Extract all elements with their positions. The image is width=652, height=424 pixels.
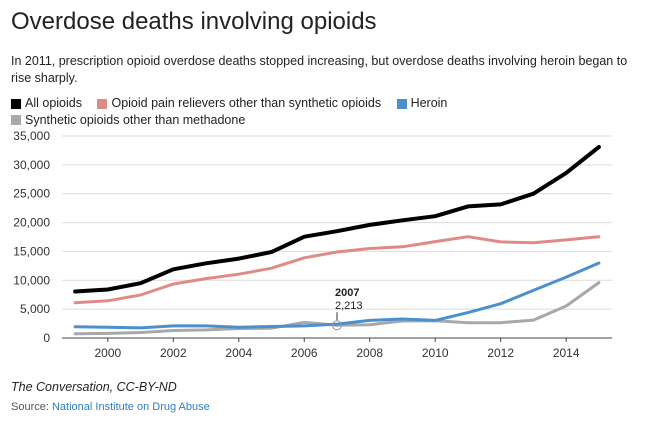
x-tick-label: 2014 xyxy=(553,346,580,360)
annotation-marker xyxy=(332,320,342,331)
x-tick-label: 2002 xyxy=(160,346,187,360)
chart-title: Overdose deaths involving opioids xyxy=(11,8,377,35)
annotation-year: 2007 xyxy=(335,287,359,299)
x-tick-label: 2006 xyxy=(291,346,318,360)
y-tick-label: 0 xyxy=(43,331,50,345)
legend-label-opioid-pain-relievers: Opioid pain relievers other than synthet… xyxy=(111,96,382,110)
y-tick-label: 5,000 xyxy=(20,302,50,316)
legend-swatch-synthetic-opioids xyxy=(11,115,21,125)
source-link[interactable]: National Institute on Drug Abuse xyxy=(51,401,210,413)
y-tick-label: 20,000 xyxy=(13,216,50,230)
credit-line: The Conversation, CC-BY-ND xyxy=(11,380,177,394)
y-tick-label: 35,000 xyxy=(13,129,50,143)
legend-swatch-all-opioids xyxy=(11,98,21,109)
x-tick-label: 2008 xyxy=(356,346,383,360)
legend-label-heroin: Heroin xyxy=(410,96,448,110)
series-line-opioid-pain-relievers-other-than-synthetic-opioids xyxy=(73,235,601,305)
x-tick-label: 2012 xyxy=(487,346,514,360)
x-tick-label: 2000 xyxy=(94,346,121,360)
legend: All opioids Opioid pain relievers other … xyxy=(11,96,641,129)
source-line: Source: National Institute on Drug Abuse xyxy=(11,401,210,413)
y-tick-label: 30,000 xyxy=(13,158,50,172)
legend-label-all-opioids: All opioids xyxy=(25,96,82,110)
series-line-heroin xyxy=(73,261,601,330)
y-tick-label: 10,000 xyxy=(13,273,50,287)
x-tick-label: 2004 xyxy=(225,346,252,360)
legend-item-all-opioids: All opioids xyxy=(11,96,82,111)
legend-swatch-heroin xyxy=(396,98,407,109)
chart-subtitle: In 2011, prescription opioid overdose de… xyxy=(11,54,628,85)
line-chart: 0 5,000 10,000 15,000 20,000 25,000 30,000 35,0… xyxy=(13,129,612,360)
legend-item-synthetic-opioids: Synthetic opioids other than methadone xyxy=(11,113,245,128)
legend-item-opioid-pain-relievers: Opioid pain relievers other than synthet… xyxy=(97,96,381,111)
legend-swatch-opioid-pain-relievers xyxy=(97,98,108,109)
series-line-all-opioids xyxy=(73,145,601,294)
legend-label-synthetic-opioids: Synthetic opioids other than methadone xyxy=(25,112,246,127)
y-tick-label: 25,000 xyxy=(13,187,50,201)
annotation-value: 2,213 xyxy=(335,300,363,312)
source-label: Source: xyxy=(11,401,49,413)
x-tick-label: 2010 xyxy=(422,346,449,360)
y-tick-label: 15,000 xyxy=(13,244,50,258)
legend-item-heroin: Heroin xyxy=(396,96,448,111)
